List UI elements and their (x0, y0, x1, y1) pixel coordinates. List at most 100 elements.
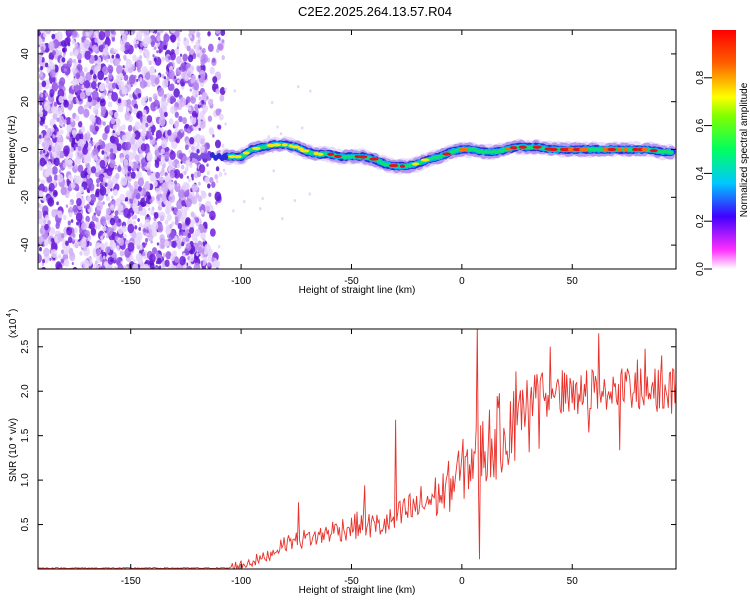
noise-speck (195, 26, 198, 30)
noise-speck (104, 241, 108, 247)
noise-speck (43, 247, 50, 257)
noise-speck (165, 206, 171, 215)
noise-speck (197, 119, 202, 125)
noise-speck (92, 106, 99, 115)
noise-speck (51, 166, 58, 175)
noise-speck (66, 30, 74, 34)
noise-speck (149, 65, 156, 75)
noise-speck (111, 37, 116, 42)
noise-speck (108, 72, 113, 80)
noise-speck (169, 83, 175, 91)
noise-speck (77, 121, 83, 128)
noise-speck (136, 271, 138, 274)
noise-speck (169, 223, 173, 229)
noise-speck (160, 148, 165, 155)
noise-speck (97, 70, 104, 81)
noise-speck (96, 249, 101, 256)
noise-speck (179, 53, 183, 57)
noise-speck (113, 257, 117, 261)
noise-speck (192, 30, 196, 34)
noise-speck (183, 37, 187, 42)
noise-speck (297, 85, 300, 89)
noise-speck (272, 169, 275, 173)
noise-speck (200, 254, 204, 259)
noise-speck (202, 91, 208, 100)
noise-speck (92, 141, 96, 146)
noise-speck (76, 197, 82, 207)
noise-speck (233, 89, 236, 93)
noise-speck (95, 87, 98, 92)
noise-speck (52, 189, 58, 198)
snr-x-tick-label: -150 (121, 576, 141, 587)
noise-speck (146, 213, 149, 218)
noise-speck (137, 93, 142, 99)
noise-speck (160, 270, 163, 275)
noise-speck (110, 136, 114, 141)
noise-speck (92, 147, 99, 157)
noise-speck (124, 141, 131, 151)
noise-speck (149, 271, 152, 276)
ridge-hotspot (317, 152, 324, 156)
ridge-hotspot (389, 163, 399, 168)
noise-speck (42, 259, 45, 264)
noise-speck (309, 89, 312, 93)
noise-speck (177, 79, 180, 84)
noise-speck (142, 37, 150, 48)
noise-speck (58, 95, 64, 104)
noise-speck (164, 151, 170, 160)
noise-speck (74, 114, 80, 122)
spectrogram-x-tick-label: 0 (459, 276, 465, 287)
ridge-hotspot (607, 147, 617, 152)
noise-speck (196, 252, 199, 257)
noise-speck (70, 147, 75, 153)
noise-speck (194, 237, 198, 243)
noise-speck (136, 231, 143, 241)
noise-speck (76, 221, 79, 226)
noise-speck (168, 193, 176, 204)
noise-speck (158, 240, 166, 250)
noise-speck (148, 207, 151, 211)
ridge-hotspot (399, 164, 406, 168)
noise-speck (261, 196, 264, 201)
noise-speck (59, 77, 66, 86)
noise-speck (44, 124, 48, 130)
noise-speck (158, 107, 163, 114)
noise-speck (176, 209, 182, 218)
noise-speck (116, 245, 120, 250)
noise-speck (86, 25, 88, 28)
snr-x-axis-label: Height of straight line (km) (299, 585, 416, 596)
noise-speck (215, 179, 219, 184)
noise-speck (149, 253, 156, 264)
noise-speck (198, 96, 202, 101)
noise-speck (161, 167, 165, 172)
noise-speck (151, 206, 155, 212)
noise-speck (183, 170, 187, 175)
noise-speck (88, 182, 95, 192)
ridge-hotspot (233, 155, 242, 159)
snr-y-tick-label: 2.5 (20, 339, 31, 353)
noise-speck (159, 234, 165, 242)
noise-speck (125, 132, 129, 138)
noise-speck (133, 188, 139, 195)
noise-speck (163, 44, 168, 51)
noise-speck (51, 82, 59, 92)
noise-speck (185, 198, 192, 208)
noise-speck (162, 163, 166, 169)
noise-speck (197, 270, 200, 274)
noise-speck (200, 232, 206, 241)
noise-speck (112, 30, 116, 32)
noise-speck (46, 161, 52, 170)
noise-speck (109, 152, 115, 161)
noise-speck (118, 237, 125, 246)
noise-speck (151, 229, 158, 237)
noise-speck (50, 103, 53, 107)
noise-speck (134, 225, 138, 230)
noise-speck (60, 186, 67, 196)
ridge-hotspot (509, 146, 518, 150)
noise-speck (102, 225, 107, 232)
noise-speck (56, 117, 60, 122)
noise-speck (191, 145, 195, 151)
noise-speck (66, 226, 73, 236)
noise-speck (170, 192, 173, 198)
